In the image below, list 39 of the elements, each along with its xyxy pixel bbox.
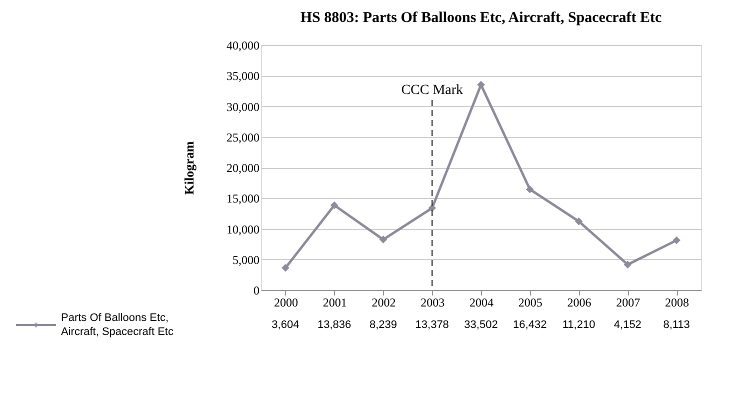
x-tick-label: 2006: [567, 296, 592, 310]
y-tick-label: 20,000: [226, 161, 260, 175]
text: 8,239: [369, 319, 397, 331]
y-tick-label: 30,000: [226, 100, 260, 114]
x-tick-label: 2003: [420, 296, 445, 310]
y-tick-label: 10,000: [226, 222, 260, 236]
y-tick-label: 35,000: [226, 69, 260, 84]
y-tick-label: 40,000: [226, 38, 260, 52]
point: [624, 260, 632, 268]
point: [526, 185, 534, 194]
point: [379, 236, 388, 244]
text: 16,432: [513, 319, 547, 331]
text: 3,604: [272, 319, 300, 331]
legend-label: Parts Of Balloons Etc, Aircraft, Spacecraft Etc: [61, 312, 174, 338]
x-tick-label: 2001: [322, 296, 347, 310]
x-tick-label: 2007: [616, 296, 640, 310]
text: 11,210: [562, 319, 596, 331]
text: 8,113: [663, 319, 690, 331]
x-tick-label: 2005: [518, 296, 542, 310]
y-tick-label: 5,000: [232, 252, 260, 267]
text: 13,378: [415, 319, 449, 331]
point: [477, 80, 485, 89]
y-tick-label: 25,000: [226, 130, 260, 144]
ref-line-label: CCC Mark: [401, 83, 464, 98]
point: [282, 264, 290, 272]
point: [330, 201, 338, 210]
point: [574, 217, 583, 226]
y-tick-label: 0: [254, 284, 260, 298]
x-tick-label: 2008: [665, 296, 690, 310]
x-tick-label: 2004: [470, 296, 494, 310]
text: 4,152: [614, 319, 642, 331]
y-axis-title: Kilogram: [182, 141, 196, 195]
x-tick-label: 2002: [372, 296, 396, 310]
text: 13,836: [318, 319, 352, 331]
y-tick-label: 15,000: [226, 192, 260, 206]
text: 33,502: [464, 319, 498, 331]
chart-title: HS 8803: Parts Of Balloons Etc, Aircraft, Spacecraft Etc: [300, 10, 662, 26]
x-tick-label: 2000: [274, 296, 298, 310]
point: [672, 236, 680, 244]
